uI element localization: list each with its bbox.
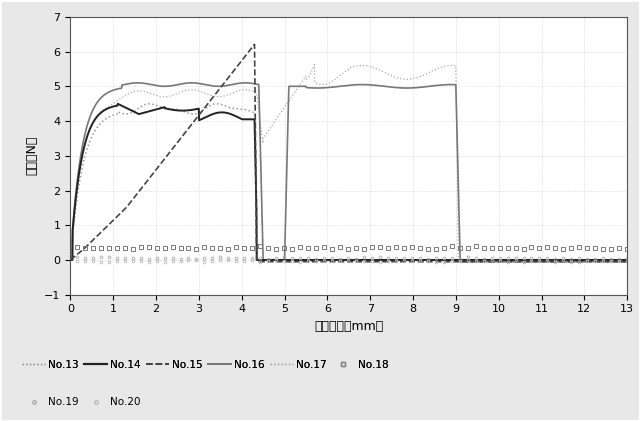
Y-axis label: 荷重（N）: 荷重（N） bbox=[26, 136, 39, 176]
X-axis label: 引張距離（mm）: 引張距離（mm） bbox=[314, 320, 383, 333]
Legend: No.13, No.14, No.15, No.16, No.17, No.18: No.13, No.14, No.15, No.16, No.17, No.18 bbox=[18, 355, 392, 374]
Legend: No.19, No.20: No.19, No.20 bbox=[18, 393, 145, 412]
